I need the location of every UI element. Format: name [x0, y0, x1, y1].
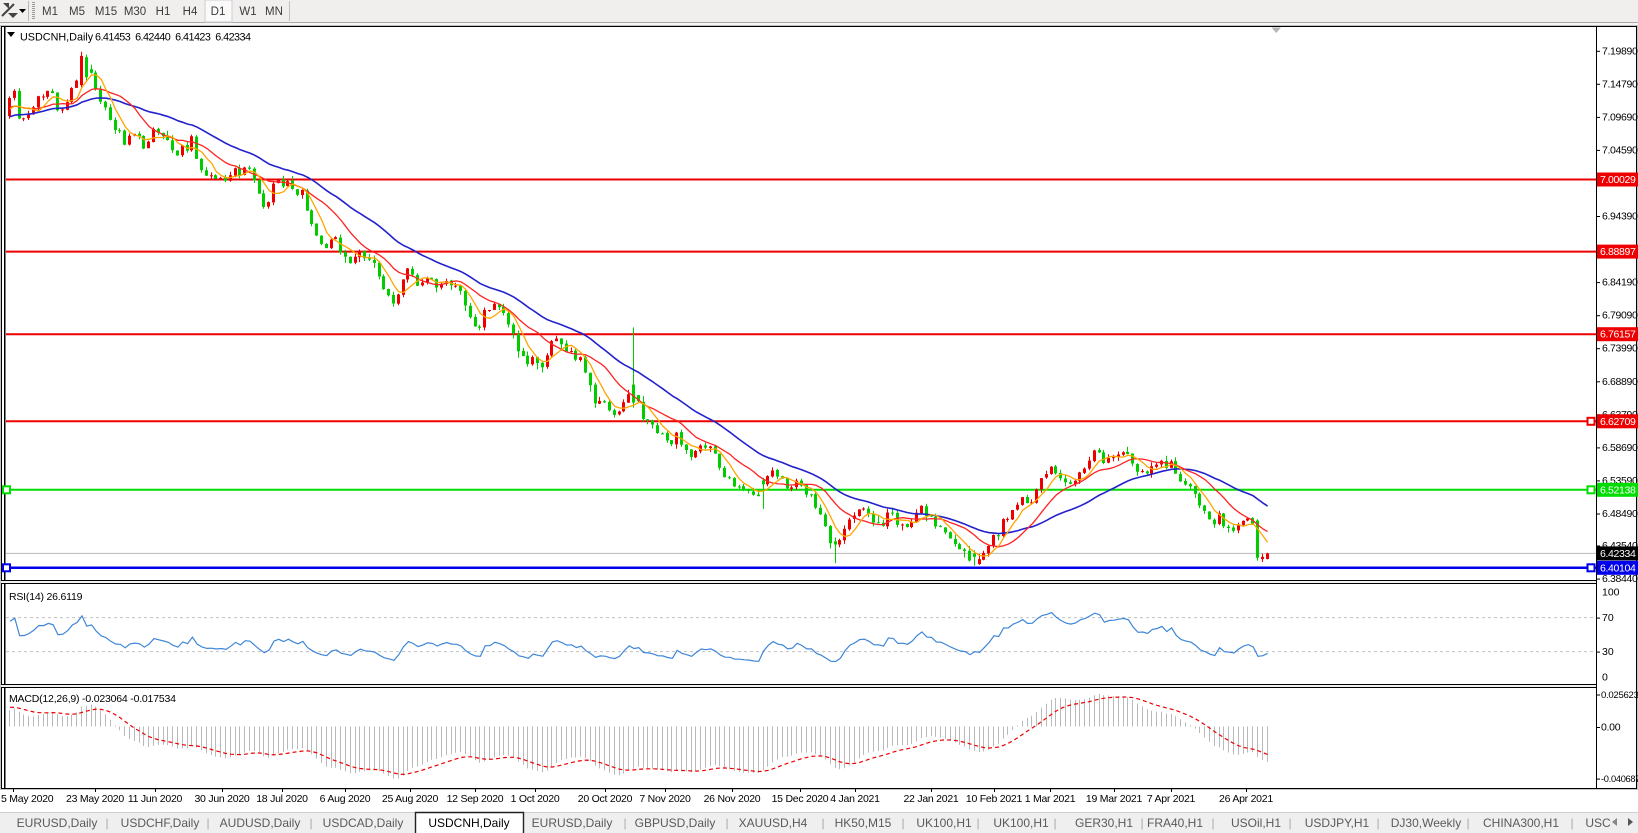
svg-text:USDCNH,Daily: USDCNH,Daily — [20, 32, 94, 44]
svg-text:GER30,H1: GER30,H1 — [1075, 816, 1133, 830]
svg-text:18 Jul 2020: 18 Jul 2020 — [256, 793, 308, 805]
svg-text:25 Aug 2020: 25 Aug 2020 — [382, 793, 439, 805]
svg-text:22 Jan 2021: 22 Jan 2021 — [903, 793, 958, 805]
svg-text:6.73990: 6.73990 — [1602, 343, 1638, 355]
svg-text:EURUSD,Daily: EURUSD,Daily — [532, 816, 613, 830]
svg-text:6.88897: 6.88897 — [1600, 246, 1636, 258]
svg-text:30: 30 — [1602, 646, 1614, 658]
svg-text:MN: MN — [265, 6, 283, 18]
svg-text:|: | — [1466, 816, 1469, 830]
svg-text:6.94390: 6.94390 — [1602, 211, 1638, 223]
svg-text:|: | — [976, 816, 979, 830]
svg-text:H1: H1 — [156, 6, 171, 18]
svg-text:7.04590: 7.04590 — [1602, 144, 1638, 156]
svg-text:XAUUSD,H4: XAUUSD,H4 — [739, 816, 808, 830]
svg-text:7 Apr 2021: 7 Apr 2021 — [1147, 793, 1196, 805]
svg-text:6.52138: 6.52138 — [1600, 484, 1636, 496]
svg-text:|: | — [901, 816, 904, 830]
svg-text:|: | — [309, 816, 312, 830]
svg-text:|: | — [206, 816, 209, 830]
svg-text:FRA40,H1: FRA40,H1 — [1147, 816, 1203, 830]
svg-text:6.40104: 6.40104 — [1600, 562, 1636, 574]
svg-text:7.09690: 7.09690 — [1602, 111, 1638, 123]
svg-text:|: | — [623, 816, 626, 830]
svg-text:|: | — [1053, 816, 1056, 830]
svg-text:6.42334: 6.42334 — [1600, 548, 1636, 560]
svg-text:0: 0 — [1602, 672, 1608, 684]
svg-text:USOil,H1: USOil,H1 — [1231, 816, 1281, 830]
svg-text:HK50,M15: HK50,M15 — [835, 816, 892, 830]
svg-text:|: | — [1140, 816, 1143, 830]
svg-text:23 May 2020: 23 May 2020 — [66, 793, 124, 805]
svg-text:M1: M1 — [42, 6, 58, 18]
svg-text:USDCHF,Daily: USDCHF,Daily — [121, 816, 200, 830]
svg-text:-0.040687: -0.040687 — [1601, 774, 1638, 784]
svg-text:CHINA300,H1: CHINA300,H1 — [1483, 816, 1559, 830]
svg-text:6.58690: 6.58690 — [1602, 442, 1638, 454]
svg-text:6.84190: 6.84190 — [1602, 277, 1638, 289]
svg-text:6.38440: 6.38440 — [1602, 573, 1638, 585]
svg-text:20 Oct 2020: 20 Oct 2020 — [578, 793, 633, 805]
svg-text:|: | — [821, 816, 824, 830]
svg-text:UK100,H1: UK100,H1 — [916, 816, 972, 830]
svg-text:USDCAD,Daily: USDCAD,Daily — [323, 816, 404, 830]
svg-text:RSI(14) 26.6119: RSI(14) 26.6119 — [9, 591, 83, 603]
svg-text:EURUSD,Daily: EURUSD,Daily — [17, 816, 98, 830]
svg-text:6.62709: 6.62709 — [1600, 416, 1636, 428]
svg-text:7.00029: 7.00029 — [1600, 174, 1636, 186]
svg-text:USDCNH,Daily: USDCNH,Daily — [428, 816, 509, 830]
svg-text:6.79090: 6.79090 — [1602, 310, 1638, 322]
svg-text:1 Oct 2020: 1 Oct 2020 — [511, 793, 560, 805]
svg-text:26 Nov 2020: 26 Nov 2020 — [704, 793, 761, 805]
svg-text:|: | — [1211, 816, 1214, 830]
svg-text:11 Jun 2020: 11 Jun 2020 — [128, 793, 183, 805]
svg-text:UK100,H1: UK100,H1 — [993, 816, 1049, 830]
svg-text:6.68890: 6.68890 — [1602, 376, 1638, 388]
svg-text:M5: M5 — [69, 6, 85, 18]
svg-text:|: | — [1288, 816, 1291, 830]
svg-text:6.76157: 6.76157 — [1600, 329, 1636, 341]
svg-text:0.00: 0.00 — [1601, 722, 1621, 734]
svg-text:4 Jan 2021: 4 Jan 2021 — [830, 793, 880, 805]
svg-text:6 Aug 2020: 6 Aug 2020 — [320, 793, 371, 805]
svg-text:|: | — [1376, 816, 1379, 830]
svg-text:19 Mar 2021: 19 Mar 2021 — [1086, 793, 1143, 805]
svg-text:6.41453 6.42440 6.41423 6.4: 6.41453 6.42440 6.41423 6.42334 — [95, 32, 251, 44]
svg-text:26 Apr 2021: 26 Apr 2021 — [1219, 793, 1273, 805]
svg-text:0.025623: 0.025623 — [1601, 690, 1638, 701]
svg-text:|: | — [105, 816, 108, 830]
svg-text:M15: M15 — [95, 6, 117, 18]
svg-text:DJ30,Weekly: DJ30,Weekly — [1391, 816, 1461, 830]
svg-text:7.14790: 7.14790 — [1602, 78, 1638, 90]
svg-text:|: | — [725, 816, 728, 830]
svg-text:5 May 2020: 5 May 2020 — [1, 793, 54, 805]
svg-text:D1: D1 — [211, 6, 226, 18]
svg-text:MACD(12,26,9) -0.023064 -0.017: MACD(12,26,9) -0.023064 -0.017534 — [9, 693, 176, 705]
svg-text:10 Feb 2021: 10 Feb 2021 — [966, 793, 1023, 805]
svg-text:15 Dec 2020: 15 Dec 2020 — [772, 793, 829, 805]
svg-text:70: 70 — [1602, 612, 1614, 624]
svg-text:USC: USC — [1585, 816, 1611, 830]
svg-text:H4: H4 — [183, 6, 198, 18]
svg-text:GBPUSD,Daily: GBPUSD,Daily — [635, 816, 716, 830]
svg-text:W1: W1 — [239, 6, 256, 18]
svg-text:AUDUSD,Daily: AUDUSD,Daily — [220, 816, 301, 830]
svg-text:12 Sep 2020: 12 Sep 2020 — [447, 793, 504, 805]
svg-text:|: | — [1570, 816, 1573, 830]
svg-text:6.48490: 6.48490 — [1602, 508, 1638, 520]
svg-text:1 Mar 2021: 1 Mar 2021 — [1025, 793, 1076, 805]
svg-text:M30: M30 — [124, 6, 146, 18]
svg-text:7 Nov 2020: 7 Nov 2020 — [639, 793, 691, 805]
svg-text:7.19890: 7.19890 — [1602, 45, 1638, 57]
svg-text:USDJPY,H1: USDJPY,H1 — [1305, 816, 1370, 830]
svg-text:30 Jun 2020: 30 Jun 2020 — [194, 793, 249, 805]
svg-text:100: 100 — [1602, 587, 1620, 599]
